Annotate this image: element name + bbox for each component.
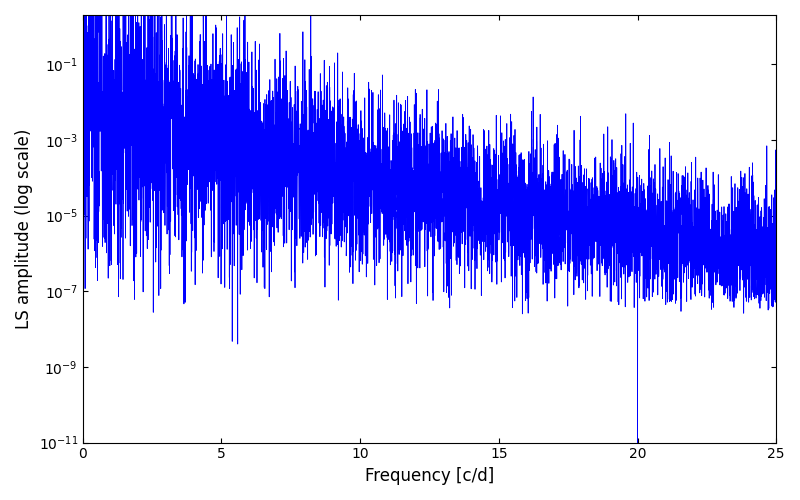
Y-axis label: LS amplitude (log scale): LS amplitude (log scale): [15, 128, 33, 329]
X-axis label: Frequency [c/d]: Frequency [c/d]: [365, 467, 494, 485]
